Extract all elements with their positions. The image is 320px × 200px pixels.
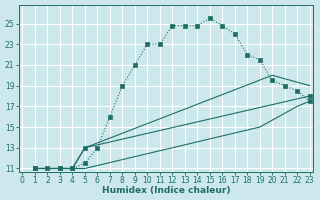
X-axis label: Humidex (Indice chaleur): Humidex (Indice chaleur)	[102, 186, 230, 195]
